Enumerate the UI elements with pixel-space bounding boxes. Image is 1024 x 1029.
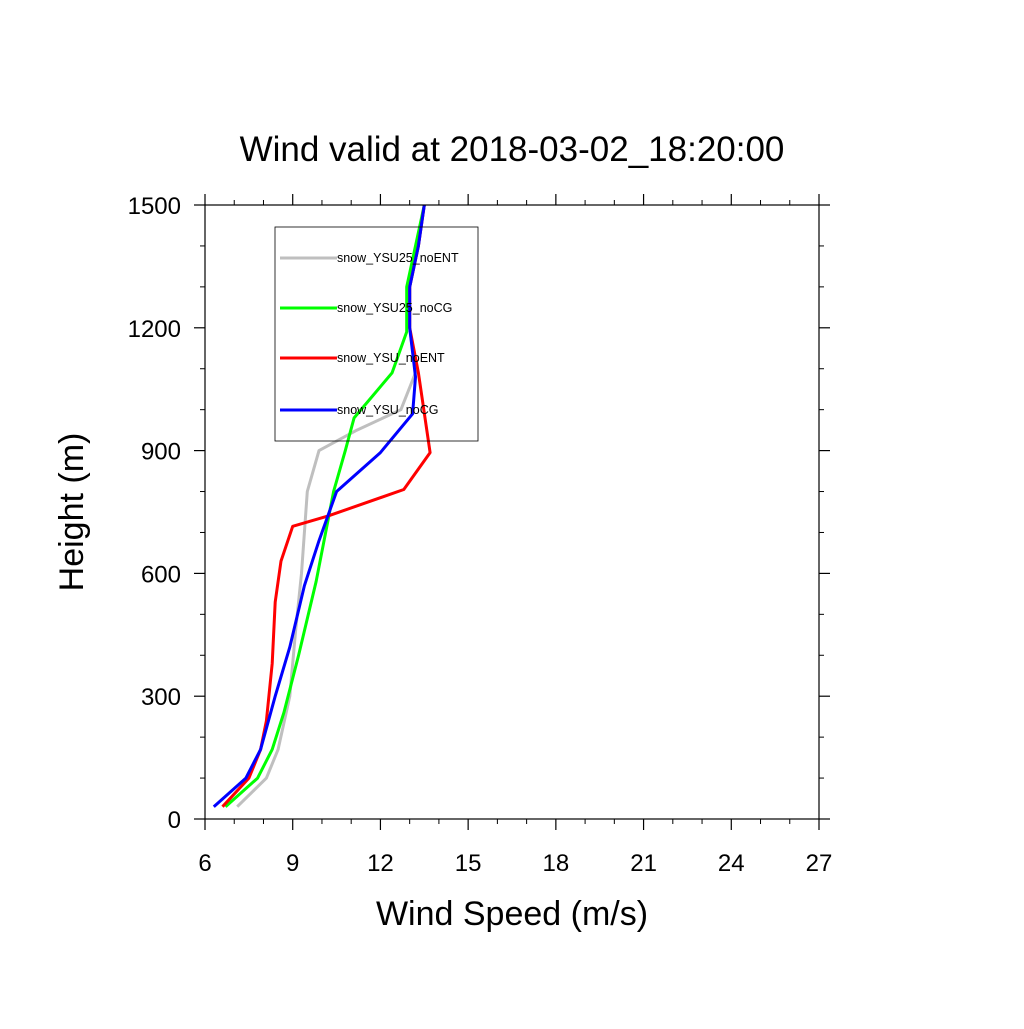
legend: snow_YSU25_noENT snow_YSU25_noCG snow_YSU_… bbox=[274, 226, 479, 442]
legend-label-1: snow_YSU25_noCG bbox=[337, 301, 452, 315]
x-tick-label: 6 bbox=[198, 850, 211, 877]
x-tick-label: 12 bbox=[367, 850, 394, 877]
plot-frame bbox=[204, 204, 820, 820]
series-line-3 bbox=[212, 204, 426, 808]
legend-label-0: snow_YSU25_noENT bbox=[337, 251, 459, 265]
legend-box bbox=[274, 226, 479, 442]
x-tick-label: 21 bbox=[630, 850, 657, 877]
ticks-layer: 6 9 12 15 18 21 24 27 0 300 600 900 1200 1500 bbox=[128, 193, 833, 877]
legend-label-2: snow_YSU_noENT bbox=[337, 351, 445, 365]
x-axis-label: Wind Speed (m/s) bbox=[376, 895, 648, 933]
x-tick-label: 15 bbox=[455, 850, 482, 877]
y-axis-label: Height (m) bbox=[53, 433, 91, 592]
series-layer bbox=[212, 204, 432, 808]
x-tick-label: 9 bbox=[286, 850, 299, 877]
chart-title: Wind valid at 2018-03-02_18:20:00 bbox=[240, 130, 785, 169]
y-tick-label: 900 bbox=[141, 439, 181, 466]
x-tick-label: 27 bbox=[806, 850, 833, 877]
y-tick-label: 1500 bbox=[128, 193, 181, 220]
y-tick-label: 1200 bbox=[128, 316, 181, 343]
x-tick-label: 24 bbox=[718, 850, 745, 877]
series-line-1 bbox=[224, 204, 426, 808]
y-tick-label: 600 bbox=[141, 561, 181, 588]
y-tick-label: 300 bbox=[141, 684, 181, 711]
y-tick-label: 0 bbox=[168, 807, 181, 834]
legend-label-3: snow_YSU_noCG bbox=[337, 403, 438, 417]
x-tick-label: 18 bbox=[543, 850, 570, 877]
